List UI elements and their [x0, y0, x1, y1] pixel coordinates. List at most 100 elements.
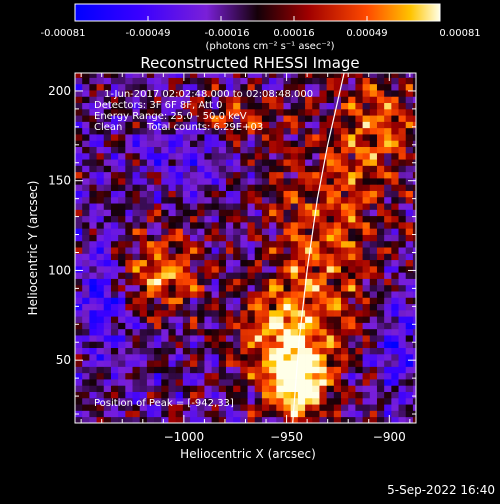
heatmap-cell [254, 96, 263, 104]
heatmap-cell [204, 303, 213, 311]
heatmap-cell [355, 391, 363, 399]
heatmap-cell [283, 196, 292, 204]
heatmap-cell [240, 121, 248, 129]
heatmap-cell [211, 335, 220, 342]
heatmap-cell [225, 171, 234, 179]
heatmap-cell [412, 404, 416, 411]
heatmap-cell [405, 178, 414, 185]
heatmap-cell [319, 385, 328, 392]
heatmap-cell [233, 297, 241, 305]
heatmap-cell [175, 284, 184, 292]
heatmap-cell [398, 240, 407, 248]
heatmap-cell [312, 347, 320, 355]
heatmap-cell [362, 140, 371, 147]
heatmap-cell [75, 96, 83, 104]
heatmap-cell [225, 404, 234, 411]
heatmap-cell [341, 297, 349, 305]
heatmap-cell [290, 140, 299, 147]
heatmap-cell [154, 328, 162, 336]
heatmap-cell [75, 366, 83, 374]
heatmap-cell [197, 146, 205, 154]
heatmap-cell [197, 322, 205, 330]
heatmap-cell [247, 240, 256, 248]
heatmap-cell [211, 391, 220, 399]
heatmap-cell [225, 360, 234, 367]
heatmap-cell [96, 190, 105, 198]
heatmap-cell [211, 309, 220, 317]
heatmap-cell [297, 397, 306, 405]
heatmap-cell [405, 309, 414, 317]
heatmap-cell [290, 121, 299, 129]
heatmap-cell [276, 353, 284, 361]
heatmap-cell [305, 171, 313, 179]
heatmap-cell [412, 165, 416, 173]
heatmap-cell [391, 410, 399, 418]
heatmap-cell [218, 77, 227, 85]
heatmap-cell [89, 353, 97, 361]
heatmap-cell [218, 284, 227, 292]
heatmap-cell [391, 203, 399, 210]
heatmap-cell [305, 159, 313, 166]
heatmap-cell [369, 272, 378, 279]
heatmap-cell [161, 108, 169, 116]
heatmap-cell [89, 127, 97, 135]
heatmap-cell [369, 96, 378, 104]
heatmap-cell [175, 278, 184, 286]
heatmap-cell [204, 108, 213, 116]
heatmap-cell [132, 73, 141, 78]
heatmap-cell [125, 297, 133, 305]
x-axis-label: Heliocentric X (arcsec) [180, 447, 316, 461]
heatmap-cell [261, 353, 270, 361]
heatmap-cell [290, 83, 299, 91]
heatmap-cell [348, 221, 356, 229]
heatmap-cell [182, 316, 191, 323]
heatmap-cell [233, 190, 241, 198]
heatmap-cell [110, 353, 119, 361]
heatmap-cell [319, 96, 328, 104]
heatmap-cell [190, 379, 198, 386]
heatmap-cell [412, 397, 416, 405]
heatmap-cell [348, 335, 356, 342]
heatmap-cell [218, 316, 227, 323]
heatmap-cell [182, 190, 191, 198]
heatmap-cell [139, 385, 148, 392]
heatmap-cell [190, 341, 198, 349]
heatmap-cell [218, 96, 227, 104]
heatmap-cell [333, 360, 342, 367]
heatmap-cell [283, 152, 292, 160]
heatmap-cell [326, 297, 335, 305]
heatmap-cell [225, 247, 234, 254]
heatmap-cell [384, 341, 392, 349]
heatmap-cell [247, 278, 256, 286]
heatmap-cell [218, 240, 227, 248]
heatmap-cell [168, 360, 177, 367]
heatmap-cell [190, 404, 198, 411]
heatmap-cell [269, 203, 277, 210]
heatmap-cell [190, 96, 198, 104]
heatmap-cell [240, 215, 248, 223]
heatmap-cell [161, 391, 169, 399]
heatmap-cell [118, 410, 126, 418]
heatmap-cell [118, 347, 126, 355]
heatmap-cell [175, 347, 184, 355]
heatmap-cell [326, 353, 335, 361]
heatmap-cell [125, 121, 133, 129]
heatmap-cell [225, 303, 234, 311]
heatmap-cell [261, 240, 270, 248]
heatmap-cell [391, 140, 399, 147]
heatmap-cell [297, 184, 306, 191]
heatmap-cell [204, 404, 213, 411]
heatmap-cell [225, 278, 234, 286]
heatmap-cell [139, 121, 148, 129]
heatmap-cell [154, 303, 162, 311]
heatmap-cell [154, 90, 162, 97]
heatmap-cell [225, 416, 234, 423]
heatmap-cell [190, 297, 198, 305]
heatmap-cell [369, 385, 378, 392]
heatmap-cell [269, 127, 277, 135]
heatmap-cell [355, 265, 363, 273]
heatmap-cell [82, 303, 90, 311]
heatmap-cell [211, 146, 220, 154]
heatmap-cell [146, 397, 155, 405]
